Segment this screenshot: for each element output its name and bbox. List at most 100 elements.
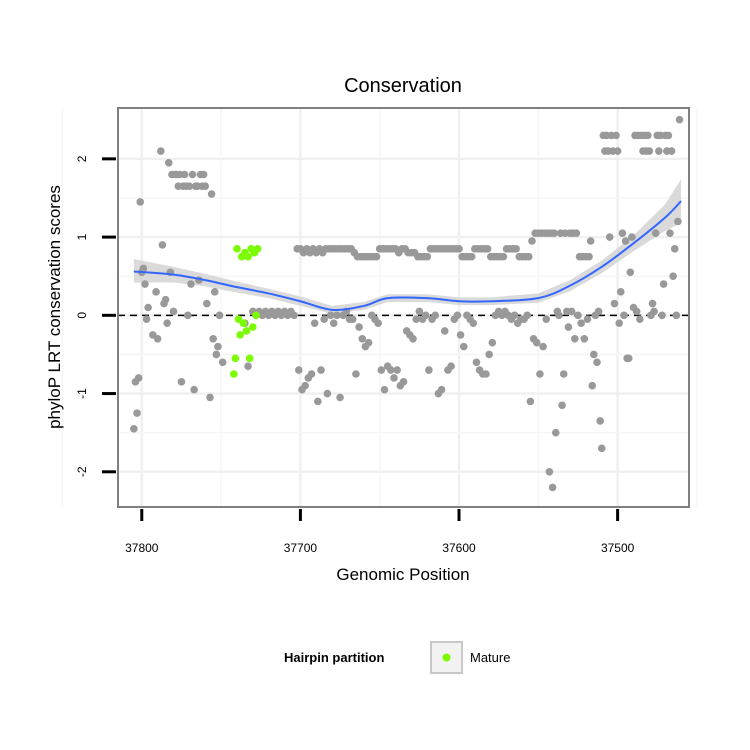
data-point: [564, 323, 573, 331]
data-point: [593, 358, 601, 367]
data-point: [674, 217, 682, 226]
data-point: [348, 315, 357, 324]
data-point: [650, 307, 658, 316]
data-point: [574, 311, 582, 320]
mature-point: [236, 331, 244, 339]
data-point: [177, 378, 186, 386]
data-point: [467, 252, 476, 261]
data-point: [551, 428, 560, 437]
smooth-line-layer: [133, 200, 682, 311]
data-point: [536, 370, 544, 378]
data-point: [409, 334, 417, 343]
data-point: [482, 370, 490, 378]
data-point: [545, 467, 554, 476]
y-tick-label: -1: [75, 388, 89, 399]
legend-title: Hairpin partition: [284, 650, 384, 665]
data-point: [314, 397, 322, 406]
data-point: [390, 374, 398, 382]
data-point: [393, 366, 401, 374]
data-point: [485, 350, 493, 359]
panel-background: [118, 108, 689, 507]
data-point: [421, 311, 430, 320]
mature-point: [242, 327, 251, 335]
data-point: [139, 264, 148, 273]
data-point: [666, 229, 674, 237]
x-tick-label: 37600: [442, 541, 476, 555]
data-point: [329, 319, 338, 327]
data-point: [583, 315, 592, 324]
data-point: [169, 307, 178, 316]
data-point: [613, 147, 622, 155]
data-point: [542, 315, 551, 324]
data-point: [317, 366, 325, 374]
data-point: [648, 299, 657, 308]
data-point: [355, 323, 363, 331]
data-point: [163, 319, 171, 327]
data-point: [643, 131, 652, 140]
data-point: [512, 245, 520, 253]
data-point: [612, 131, 620, 140]
data-point: [499, 252, 508, 261]
mature-point: [231, 354, 240, 363]
data-point: [459, 342, 468, 351]
data-point: [307, 370, 316, 378]
data-point: [333, 311, 341, 320]
data-point: [437, 385, 446, 394]
data-point: [199, 170, 208, 179]
data-point: [525, 252, 533, 261]
data-point: [423, 252, 432, 261]
data-point: [377, 366, 386, 374]
data-point: [488, 338, 497, 347]
data-point: [185, 182, 194, 191]
data-point: [483, 245, 492, 253]
data-point: [157, 147, 165, 155]
data-point: [636, 315, 644, 324]
data-point: [628, 233, 636, 241]
data-point: [153, 334, 162, 343]
data-point: [136, 198, 145, 206]
data-point: [336, 393, 344, 402]
data-point: [618, 229, 627, 237]
data-point: [510, 311, 519, 320]
data-point: [659, 280, 668, 288]
data-point: [548, 483, 557, 492]
data-point: [532, 338, 541, 347]
y-tick-label: 0: [75, 312, 89, 319]
data-point: [675, 115, 684, 124]
data-point: [453, 311, 462, 320]
data-point: [526, 397, 535, 406]
x-tick-label: 37500: [601, 541, 635, 555]
data-point: [412, 315, 420, 324]
data-point: [212, 350, 221, 359]
panel-border: [117, 107, 690, 508]
mature-point: [244, 252, 252, 261]
data-point: [207, 190, 216, 198]
data-point: [152, 288, 160, 296]
mature-point: [229, 370, 238, 378]
data-point: [559, 370, 568, 378]
data-point: [144, 303, 152, 312]
data-point: [550, 229, 558, 237]
data-point: [667, 147, 676, 155]
data-point: [310, 319, 319, 327]
y-axis-title: phyloP LRT conservation scores: [45, 185, 64, 429]
data-point: [201, 182, 210, 191]
data-point: [655, 147, 663, 155]
data-point: [523, 311, 532, 320]
data-point: [664, 131, 673, 140]
y-axis: -2 -1 0 1 2: [75, 155, 116, 477]
data-point: [206, 393, 214, 402]
x-axis-title: Genomic Position: [336, 565, 469, 584]
y-tick-label: -2: [75, 466, 89, 477]
data-point: [180, 170, 189, 179]
data-point: [455, 245, 463, 253]
y-tick-label: 2: [75, 155, 89, 162]
data-point: [605, 233, 614, 241]
data-point: [372, 252, 381, 261]
data-point: [188, 170, 197, 179]
legend-label-mature: Mature: [470, 650, 510, 665]
data-point: [621, 237, 630, 245]
data-point: [632, 307, 641, 316]
data-point: [567, 307, 576, 316]
data-point: [190, 385, 198, 394]
